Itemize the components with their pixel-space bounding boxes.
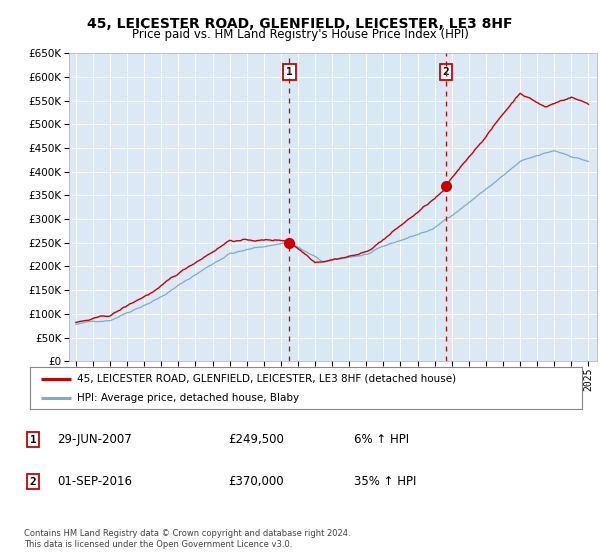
Text: 01-SEP-2016: 01-SEP-2016	[57, 475, 132, 488]
Text: HPI: Average price, detached house, Blaby: HPI: Average price, detached house, Blab…	[77, 393, 299, 403]
Text: Price paid vs. HM Land Registry's House Price Index (HPI): Price paid vs. HM Land Registry's House …	[131, 28, 469, 41]
Text: Contains HM Land Registry data © Crown copyright and database right 2024.
This d: Contains HM Land Registry data © Crown c…	[24, 529, 350, 549]
Text: 2: 2	[443, 67, 449, 77]
Text: 45, LEICESTER ROAD, GLENFIELD, LEICESTER, LE3 8HF: 45, LEICESTER ROAD, GLENFIELD, LEICESTER…	[87, 17, 513, 31]
Bar	[289, 53, 446, 361]
Text: 6% ↑ HPI: 6% ↑ HPI	[354, 433, 409, 446]
Text: 1: 1	[286, 67, 293, 77]
Text: £249,500: £249,500	[228, 433, 284, 446]
Text: 2: 2	[29, 477, 37, 487]
Text: 35% ↑ HPI: 35% ↑ HPI	[354, 475, 416, 488]
Text: 45, LEICESTER ROAD, GLENFIELD, LEICESTER, LE3 8HF (detached house): 45, LEICESTER ROAD, GLENFIELD, LEICESTER…	[77, 374, 456, 384]
Text: £370,000: £370,000	[228, 475, 284, 488]
Text: 1: 1	[29, 435, 37, 445]
Text: 29-JUN-2007: 29-JUN-2007	[57, 433, 132, 446]
